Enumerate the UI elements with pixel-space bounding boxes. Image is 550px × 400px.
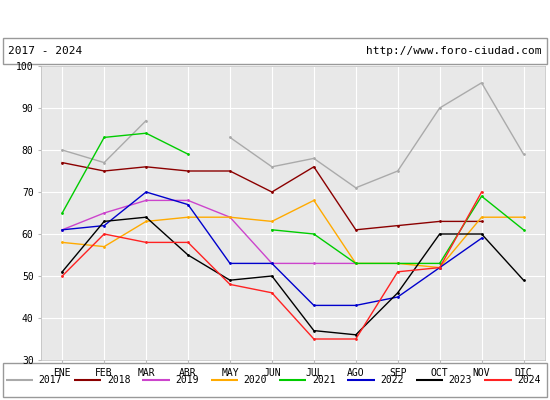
Text: 2021: 2021 <box>312 375 336 385</box>
Bar <box>3 38 547 64</box>
Text: 2017 - 2024: 2017 - 2024 <box>8 46 82 56</box>
Text: 2023: 2023 <box>449 375 472 385</box>
Text: Evolucion del paro registrado en Cantalapiedra: Evolucion del paro registrado en Cantala… <box>82 11 468 25</box>
Bar <box>3 363 547 397</box>
Text: http://www.foro-ciudad.com: http://www.foro-ciudad.com <box>366 46 542 56</box>
Text: 2019: 2019 <box>175 375 199 385</box>
Text: 2024: 2024 <box>517 375 541 385</box>
Text: 2017: 2017 <box>39 375 62 385</box>
Text: 2022: 2022 <box>380 375 404 385</box>
Text: 2018: 2018 <box>107 375 130 385</box>
Text: 2020: 2020 <box>244 375 267 385</box>
